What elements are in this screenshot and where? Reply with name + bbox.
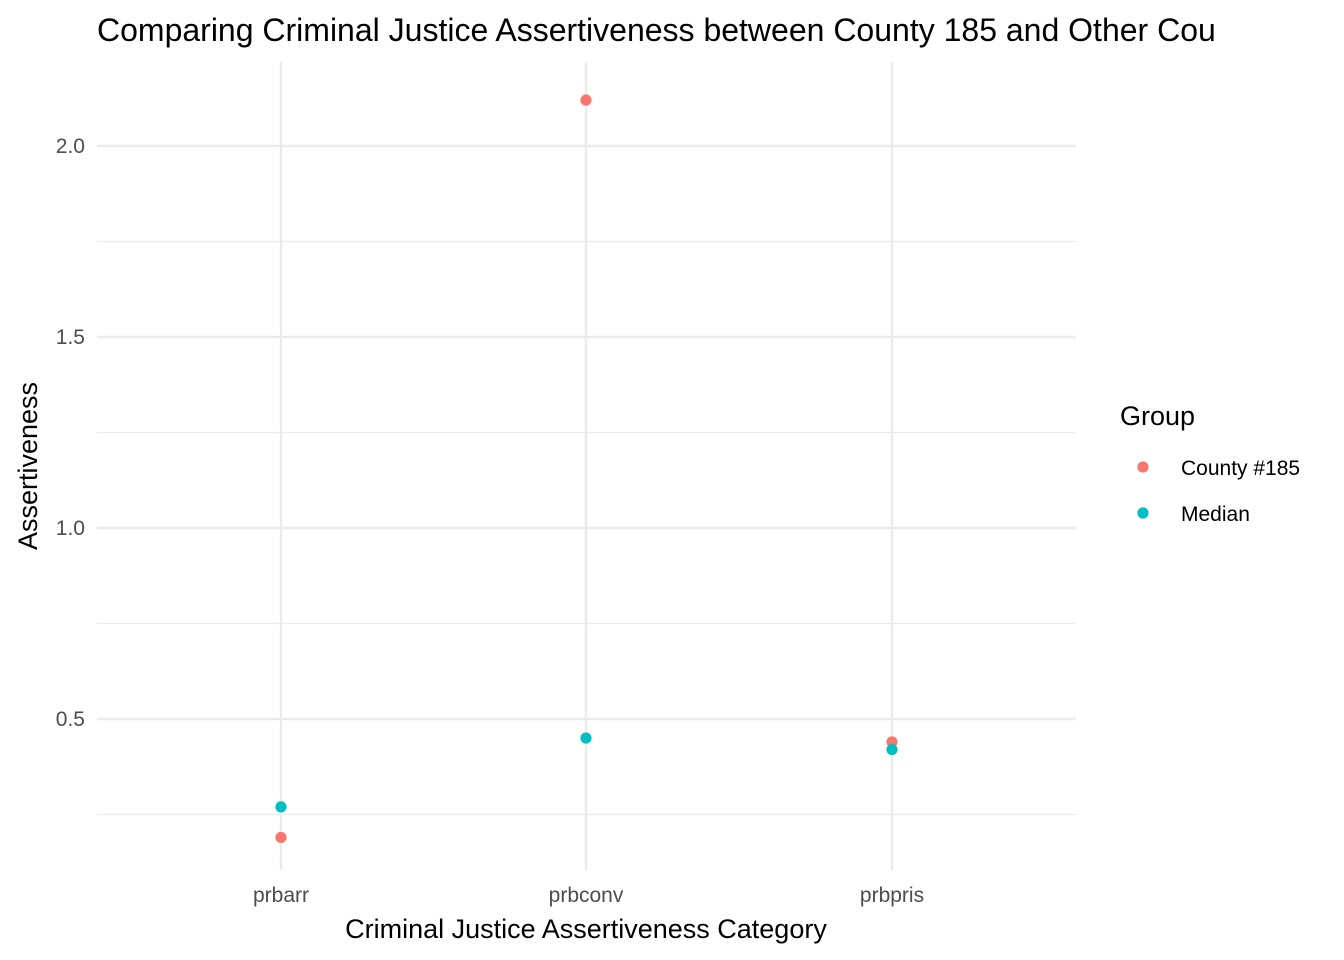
data-point: [580, 732, 592, 744]
x-tick-label: prbconv: [549, 884, 624, 907]
data-point: [580, 94, 592, 106]
legend-label: Median: [1181, 503, 1250, 526]
legend-key: [1137, 461, 1149, 473]
legend-key: [1137, 507, 1149, 519]
x-axis-title: Criminal Justice Assertiveness Category: [345, 914, 827, 944]
legend-title: Group: [1120, 401, 1195, 431]
y-axis-title: Assertiveness: [13, 382, 43, 550]
data-point: [275, 801, 287, 813]
x-tick-label: prbarr: [253, 884, 309, 907]
y-tick-label: 0.5: [56, 708, 85, 731]
y-tick-label: 2.0: [56, 135, 85, 158]
chart-title: Comparing Criminal Justice Assertiveness…: [97, 12, 1216, 48]
grid: [97, 62, 1076, 870]
x-tick-label: prbpris: [860, 884, 924, 907]
data-point: [886, 743, 898, 756]
legend-label: County #185: [1181, 457, 1300, 480]
y-tick-label: 1.5: [56, 326, 85, 349]
legend: Group County #185 Median: [1120, 401, 1300, 526]
data-point: [275, 831, 287, 844]
y-tick-label: 1.0: [56, 517, 85, 540]
y-axis-ticks: 0.5 1.0 1.5 2.0: [56, 135, 85, 731]
data-points: [275, 94, 898, 844]
x-axis-ticks: prbarr prbconv prbpris: [253, 884, 924, 907]
